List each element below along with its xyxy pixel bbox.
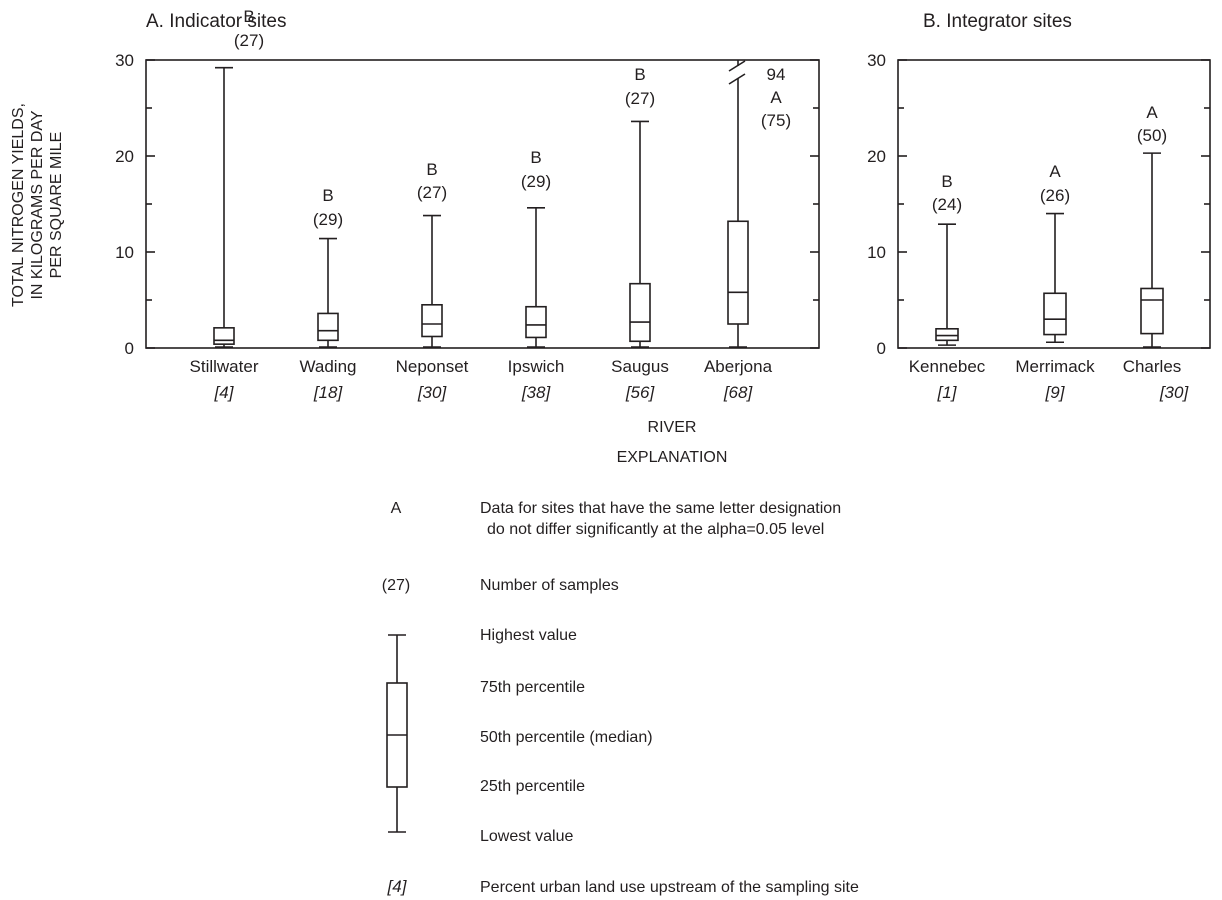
category-label: Kennebec	[909, 357, 986, 376]
box-a-aberjona: 94 A (75) Aberjona [68]	[704, 60, 791, 402]
legend-urban-text: Percent urban land use upstream of the s…	[480, 879, 859, 896]
urban-percent-label: [9]	[1045, 383, 1066, 402]
legend-samples-text: Number of samples	[480, 577, 619, 594]
box-a-stillwater: B (27) Stillwater [4]	[190, 7, 265, 402]
legend-boxplot	[386, 634, 408, 833]
sample-count: (27)	[234, 31, 264, 50]
sample-count: (29)	[521, 172, 551, 191]
box-iqr	[421, 303, 443, 338]
box-a-neponset: B (27) Neponset [30]	[396, 160, 469, 402]
x-axis-label: RIVER	[648, 419, 697, 436]
explanation: EXPLANATION A Data for sites that have t…	[382, 449, 859, 896]
box-a-saugus: B (27) Saugus [56]	[611, 65, 669, 402]
sample-count: (26)	[1040, 186, 1070, 205]
box-iqr	[935, 327, 959, 342]
urban-percent-label: [30]	[417, 383, 448, 402]
group-letter: B	[530, 148, 541, 167]
panel-a-title: A. Indicator sites	[146, 11, 286, 32]
panel-b-marks: 0 10 20 30 B (24) Kennebec [1] A (26) Merrimack [9]…	[867, 51, 1210, 402]
category-label: Wading	[299, 357, 356, 376]
y-tick-label: 30	[115, 51, 134, 70]
max-value-label: 94	[767, 65, 786, 84]
y-tick-label: 10	[115, 243, 134, 262]
category-label: Saugus	[611, 357, 669, 376]
category-label: Merrimack	[1015, 357, 1095, 376]
sample-count: (24)	[932, 195, 962, 214]
group-letter: A	[1146, 103, 1158, 122]
category-label: Charles	[1123, 357, 1182, 376]
box-iqr	[629, 282, 651, 343]
urban-percent-label: [68]	[723, 383, 754, 402]
panel-a-marks: 0 10 20 30 B (27) Stillwater [4] B (29) Wading [18]…	[115, 7, 819, 402]
group-letter: A	[770, 88, 782, 107]
y-tick-label: 10	[867, 243, 886, 262]
group-letter: B	[243, 7, 254, 26]
legend-highest: Highest value	[480, 627, 577, 644]
group-letter: B	[322, 186, 333, 205]
legend-letter-text-2: do not differ significantly at the alpha…	[487, 521, 824, 538]
y-axis-label-line-1: TOTAL NITROGEN YIELDS,	[10, 103, 27, 307]
group-letter: B	[941, 172, 952, 191]
sample-count: (50)	[1137, 126, 1167, 145]
sample-count: (27)	[417, 183, 447, 202]
sample-count: (75)	[761, 111, 791, 130]
legend-lowest: Lowest value	[480, 828, 573, 845]
category-label: Aberjona	[704, 357, 773, 376]
box-iqr	[1043, 292, 1067, 336]
axis-break-mark-upper	[728, 60, 746, 72]
explanation-title: EXPLANATION	[617, 449, 728, 466]
urban-percent-label: [30]	[1159, 383, 1190, 402]
y-tick-label: 0	[877, 339, 886, 358]
y-axis-label-line-3: PER SQUARE MILE	[48, 132, 65, 279]
box-iqr	[1140, 287, 1164, 335]
y-tick-label: 30	[867, 51, 886, 70]
sample-count: (27)	[625, 89, 655, 108]
y-axis-label-line-2: IN KILOGRAMS PER DAY	[29, 110, 46, 299]
legend-p50: 50th percentile (median)	[480, 729, 653, 746]
panel-a-frame	[145, 59, 820, 349]
axis-break-mark-lower	[728, 73, 746, 85]
urban-percent-label: [18]	[313, 383, 344, 402]
category-label: Ipswich	[508, 357, 565, 376]
category-label: Stillwater	[190, 357, 259, 376]
group-letter: B	[634, 65, 645, 84]
legend-urban-symbol: [4]	[387, 877, 408, 896]
legend-samples-symbol: (27)	[382, 577, 410, 594]
box-iqr	[213, 327, 235, 345]
group-letter: B	[426, 160, 437, 179]
y-tick-label: 20	[115, 147, 134, 166]
legend-p75: 75th percentile	[480, 679, 585, 696]
box-b-charles: A (50) Charles [30]	[1123, 103, 1190, 402]
urban-percent-label: [4]	[214, 383, 235, 402]
axis-break-gap	[728, 66, 748, 78]
y-tick-label: 0	[125, 339, 134, 358]
legend-p25: 25th percentile	[480, 778, 585, 795]
legend-letter-text-1: Data for sites that have the same letter…	[480, 500, 841, 517]
panel-b-title: B. Integrator sites	[923, 11, 1072, 32]
y-tick-label: 20	[867, 147, 886, 166]
box-a-wading: B (29) Wading [18]	[299, 186, 356, 402]
urban-percent-label: [38]	[521, 383, 552, 402]
y-axis-label: TOTAL NITROGEN YIELDS, IN KILOGRAMS PER …	[10, 103, 65, 307]
box-iqr	[317, 312, 339, 342]
box-iqr	[727, 220, 749, 325]
urban-percent-label: [56]	[625, 383, 656, 402]
urban-percent-label: [1]	[937, 383, 958, 402]
category-label: Neponset	[396, 357, 469, 376]
box-b-merrimack: A (26) Merrimack [9]	[1015, 162, 1095, 402]
box-b-kennebec: B (24) Kennebec [1]	[909, 172, 986, 402]
box-iqr	[525, 305, 547, 339]
box-a-ipswich: B (29) Ipswich [38]	[508, 148, 565, 402]
group-letter: A	[1049, 162, 1061, 181]
legend-letter-symbol: A	[391, 500, 402, 517]
sample-count: (29)	[313, 210, 343, 229]
